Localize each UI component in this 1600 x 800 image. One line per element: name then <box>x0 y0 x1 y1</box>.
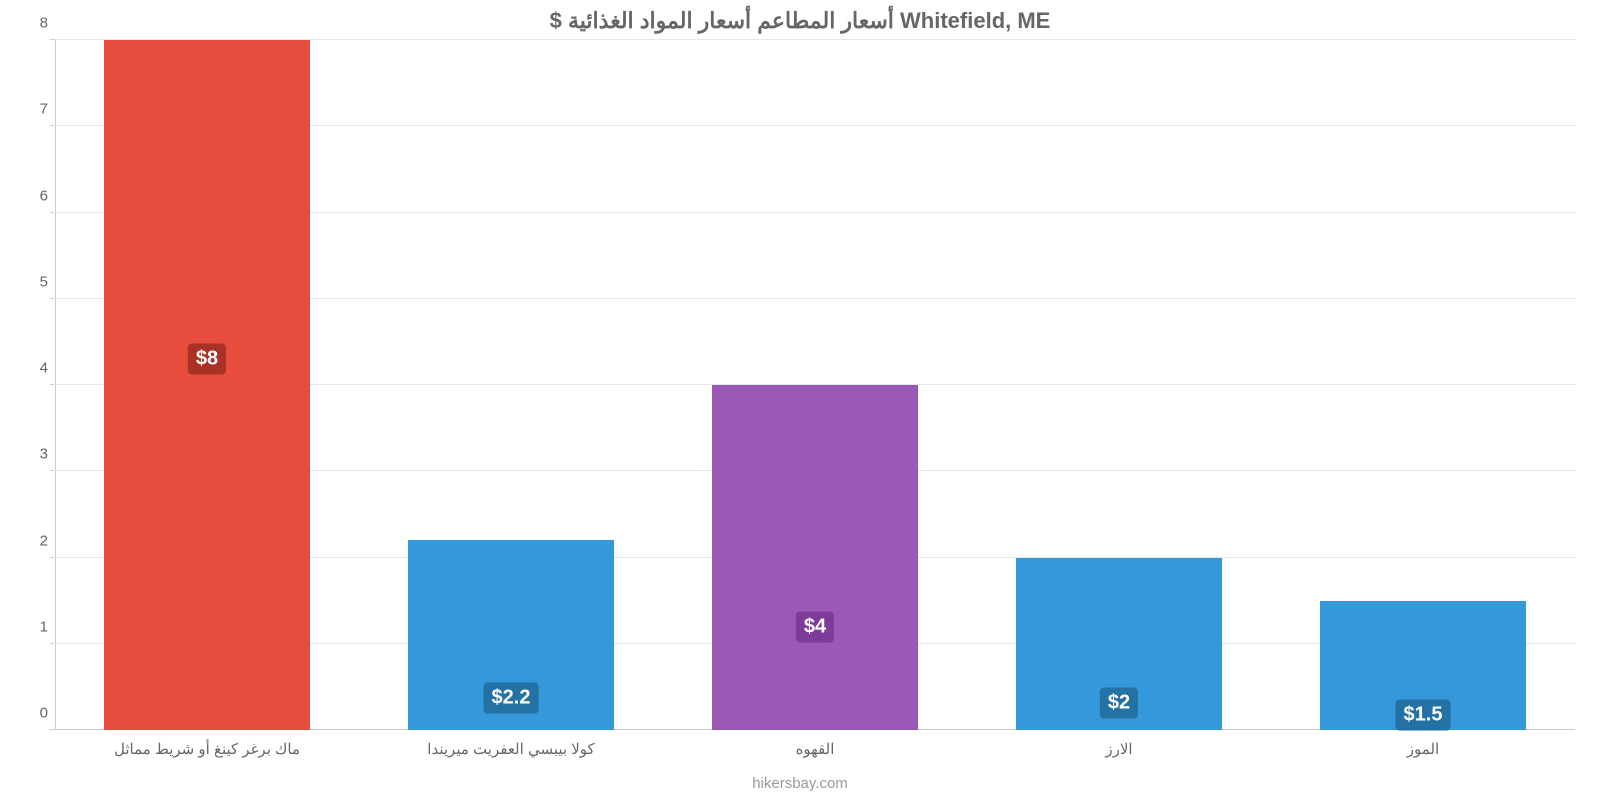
bar: $1.5 <box>1320 601 1527 730</box>
ytick-label: 8 <box>20 15 48 32</box>
xtick-label: الموز <box>1407 740 1439 758</box>
xtick-label: ماك برغر كينغ أو شريط مماثل <box>114 740 300 758</box>
bar: $2.2 <box>408 540 615 730</box>
ytick-label: 1 <box>20 618 48 635</box>
ytick-label: 2 <box>20 532 48 549</box>
ytick-label: 5 <box>20 273 48 290</box>
xtick-label: كولا بيبسي العفريت ميريندا <box>427 740 594 758</box>
xtick-label: القهوه <box>796 740 835 758</box>
bar: $2 <box>1016 558 1223 731</box>
xtick-label: الارز <box>1105 740 1132 758</box>
value-badge: $2.2 <box>484 682 539 713</box>
bar: $8 <box>104 40 311 730</box>
attribution: hikersbay.com <box>0 775 1600 792</box>
value-badge: $8 <box>188 344 226 375</box>
value-badge: $2 <box>1100 688 1138 719</box>
chart-area: 012345678 $8$2.2$4$2$1.5 ماك برغر كينغ أ… <box>55 40 1575 730</box>
chart-title: $ أسعار المطاعم أسعار المواد الغذائية Wh… <box>0 0 1600 40</box>
value-badge: $4 <box>796 611 834 642</box>
bar: $4 <box>712 385 919 730</box>
value-badge: $1.5 <box>1396 699 1451 730</box>
ytick-label: 6 <box>20 187 48 204</box>
ytick-label: 3 <box>20 446 48 463</box>
plot: 012345678 $8$2.2$4$2$1.5 ماك برغر كينغ أ… <box>55 40 1575 730</box>
ytick-label: 7 <box>20 101 48 118</box>
ytick-label: 4 <box>20 360 48 377</box>
bars: $8 $2.2 $4 $2 $1.5 <box>55 40 1575 730</box>
ytick-label: 0 <box>20 705 48 722</box>
